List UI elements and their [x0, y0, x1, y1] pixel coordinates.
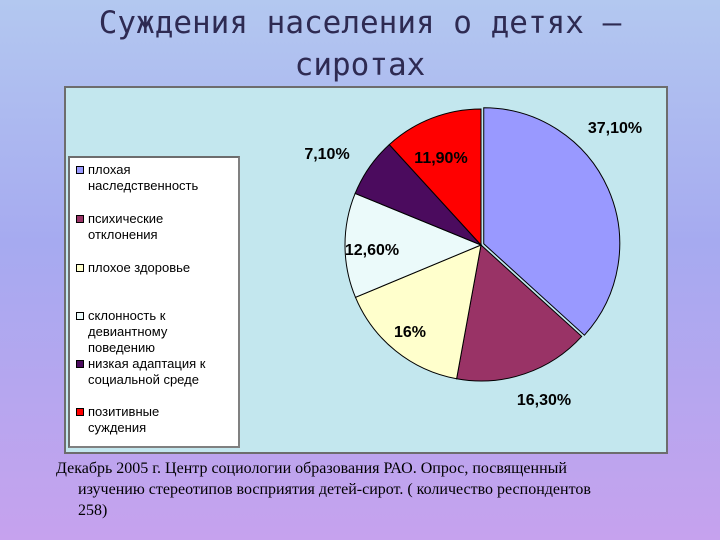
legend-label-heredity-1: плохая [88, 162, 131, 177]
data-label-deviant: 12,60% [345, 242, 399, 259]
title-line-2: сиротах [294, 47, 426, 83]
legend-item-positive: позитивные суждения [76, 404, 236, 436]
legend-label-positive-1: позитивные [88, 404, 160, 419]
legend-swatch-positive [76, 408, 84, 416]
legend-label-deviant-2: девиантному [88, 324, 168, 339]
legend: плохая наследственность психические откл… [68, 156, 240, 448]
title-line-1: Суждения населения о детях – [98, 5, 622, 41]
pie-slice-positive [388, 108, 482, 247]
legend-label-heredity-2: наследственность [88, 178, 199, 193]
pie-slice-heredity [483, 107, 621, 336]
legend-swatch-deviant [76, 312, 84, 320]
legend-item-mental: психические отклонения [76, 211, 236, 243]
legend-item-health: плохое здоровье [76, 260, 236, 276]
legend-item-deviant: склонность к девиантному поведению [76, 308, 236, 356]
legend-swatch-adaptation [76, 360, 84, 368]
legend-label-adaptation-2: социальной среде [88, 372, 199, 387]
pie-slice-deviant [344, 192, 483, 298]
legend-swatch-mental [76, 215, 84, 223]
legend-swatch-heredity [76, 166, 84, 174]
chart-title: Суждения населения о детях – сиротах [0, 2, 720, 86]
source-note: Декабрь 2005 г. Центр социологии образов… [56, 458, 706, 521]
source-note-line-3: 258) [78, 502, 108, 519]
data-label-positive: 11,90% [414, 150, 467, 167]
data-label-mental: 16,30% [517, 392, 571, 409]
legend-item-heredity: плохая наследственность [76, 162, 236, 194]
legend-label-positive-2: суждения [88, 420, 147, 435]
legend-label-mental-1: психические [88, 211, 164, 226]
pie-slice-health [354, 244, 482, 380]
legend-label-deviant-1: склонность к [88, 308, 166, 323]
data-label-adaptation: 7,10% [304, 146, 349, 163]
pie-data-labels: 37,10% 16,30% 16% 12,60% 7,10% 11,90% [304, 120, 642, 409]
legend-label-health-1: плохое здоровье [88, 260, 191, 275]
legend-label-mental-2: отклонения [88, 227, 158, 242]
data-label-health: 16% [394, 324, 426, 341]
data-label-heredity: 37,10% [588, 120, 642, 137]
pie-slice-mental [456, 244, 583, 382]
legend-item-adaptation: низкая адаптация к социальной среде [76, 356, 236, 388]
legend-swatch-health [76, 264, 84, 272]
legend-label-deviant-3: поведению [88, 340, 155, 355]
legend-label-adaptation-1: низкая адаптация к [88, 356, 206, 371]
source-note-line-2: изучению стереотипов восприятия детей-си… [78, 481, 591, 498]
pie-slices [344, 107, 621, 382]
source-note-line-1: Декабрь 2005 г. Центр социологии образов… [56, 460, 567, 477]
